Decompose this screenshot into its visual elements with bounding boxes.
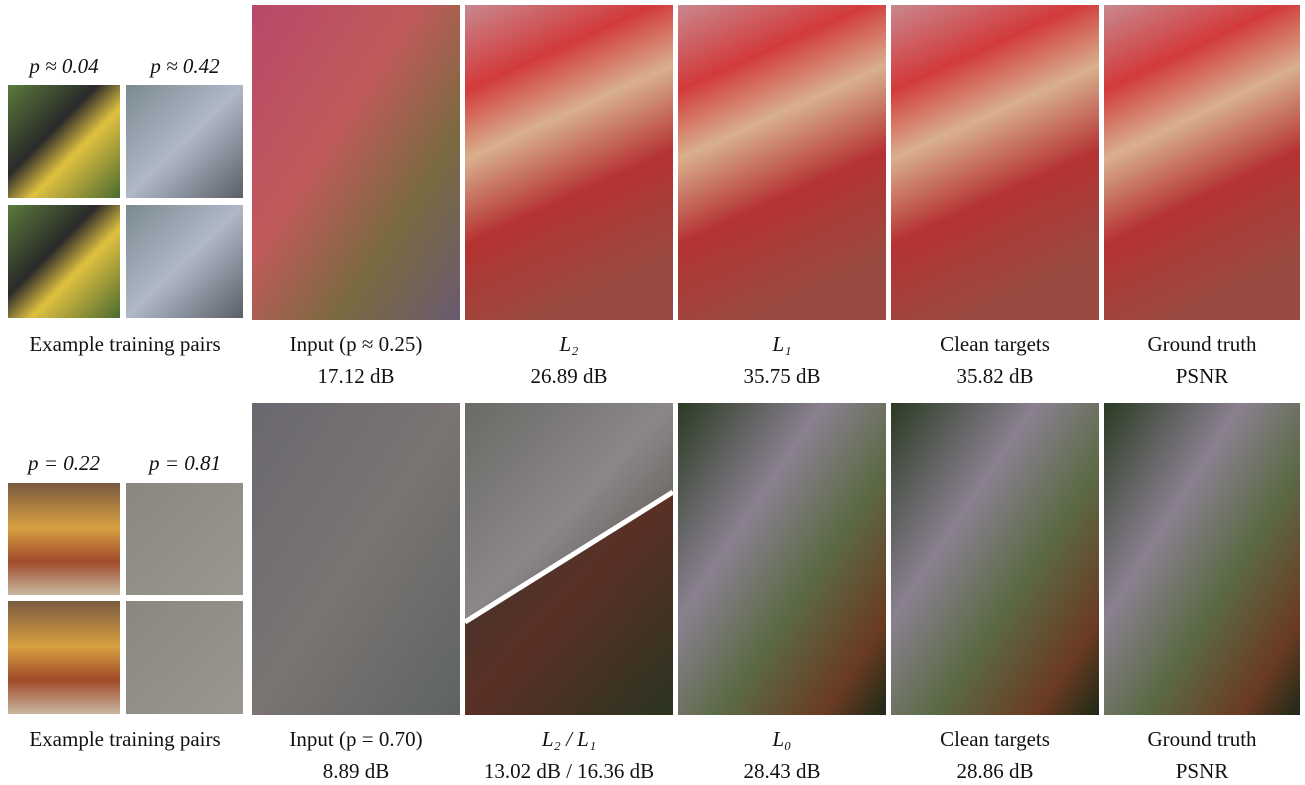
image	[126, 601, 243, 714]
psnr: 26.89 dB	[530, 364, 607, 388]
image	[8, 601, 120, 714]
image	[8, 483, 120, 595]
caption: Ground truth	[1147, 727, 1257, 751]
pair-label: p ≈ 0.04	[27, 54, 99, 78]
psnr: 28.86 dB	[956, 759, 1033, 783]
caption: Ground truth	[1147, 332, 1257, 356]
psnr: PSNR	[1176, 364, 1229, 388]
psnr: 28.43 dB	[743, 759, 820, 783]
caption: L₂ / L₁	[541, 727, 596, 751]
image	[252, 5, 460, 320]
image	[8, 85, 120, 198]
psnr: 17.12 dB	[317, 364, 394, 388]
image	[678, 5, 886, 320]
psnr: PSNR	[1176, 759, 1229, 783]
caption: Input (p ≈ 0.25)	[290, 332, 423, 356]
image	[1104, 403, 1300, 715]
pair-label: p ≈ 0.42	[148, 54, 220, 78]
pair-label: p = 0.22	[26, 451, 100, 475]
caption: Clean targets	[940, 332, 1050, 356]
image	[126, 85, 243, 198]
caption: Example training pairs	[29, 727, 220, 751]
caption: Example training pairs	[29, 332, 220, 356]
image	[252, 403, 460, 715]
caption: L₀	[772, 727, 792, 751]
caption: Clean targets	[940, 727, 1050, 751]
figure: p ≈ 0.04 p ≈ 0.42 Example training pairs…	[0, 0, 1305, 785]
psnr: 35.82 dB	[956, 364, 1033, 388]
caption: Input (p = 0.70)	[289, 727, 422, 751]
caption: L₂	[559, 332, 579, 356]
image	[678, 403, 886, 715]
image	[8, 205, 120, 318]
image	[126, 483, 243, 595]
image	[891, 5, 1099, 320]
image	[891, 403, 1099, 715]
psnr: 35.75 dB	[743, 364, 820, 388]
psnr: 13.02 dB / 16.36 dB	[484, 759, 654, 783]
caption: L₁	[772, 332, 792, 356]
image	[126, 205, 243, 318]
image	[465, 5, 673, 320]
psnr: 8.89 dB	[323, 759, 390, 783]
image	[1104, 5, 1300, 320]
pair-label: p = 0.81	[147, 451, 221, 475]
